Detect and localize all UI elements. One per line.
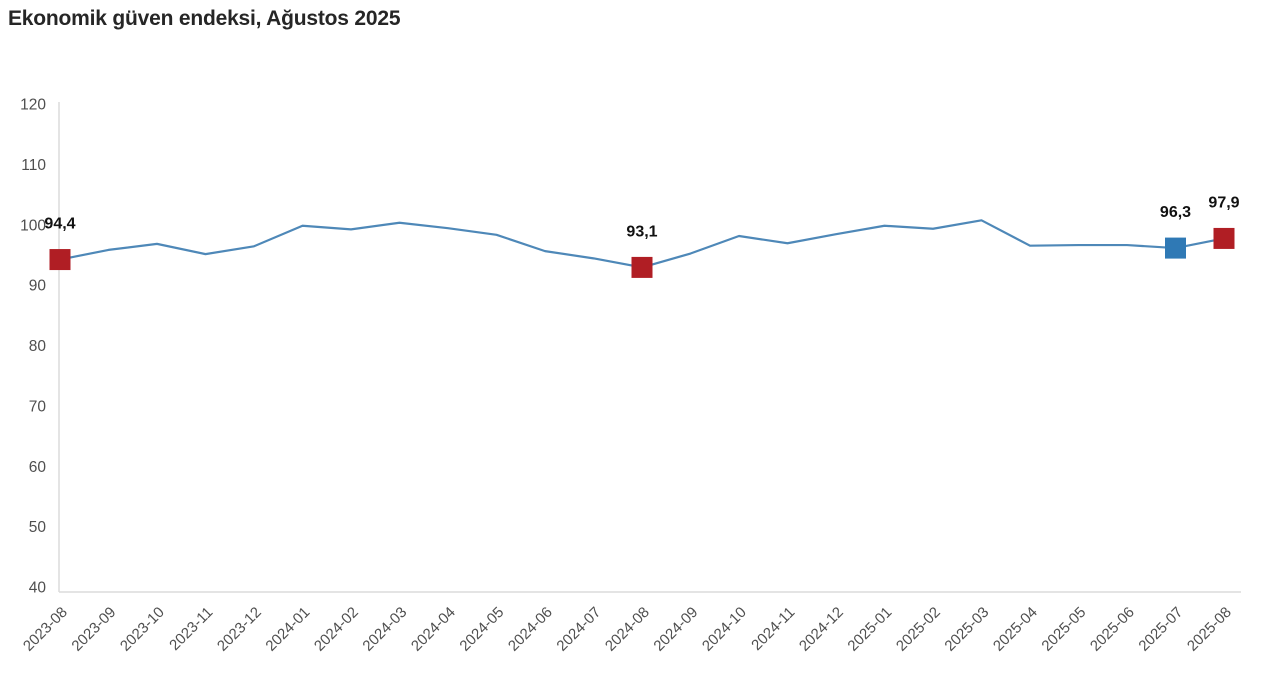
- x-tick-label: 2025-03: [941, 604, 992, 655]
- x-tick-label: 2024-11: [748, 604, 798, 654]
- value-label-2024-08: 93,1: [626, 223, 657, 240]
- x-tick-label: 2025-06: [1087, 604, 1138, 655]
- highlight-marker-2024-08: [631, 256, 653, 278]
- y-tick-label: 110: [21, 157, 46, 174]
- x-tick-label: 2025-04: [990, 604, 1041, 655]
- highlight-marker-2023-08: [49, 249, 71, 271]
- value-label-2023-08: 94,4: [44, 216, 75, 233]
- x-tick-label: 2025-02: [893, 604, 944, 655]
- x-tick-label: 2024-02: [311, 604, 362, 655]
- y-tick-label: 60: [29, 459, 47, 476]
- x-tick-label: 2025-01: [844, 604, 895, 655]
- y-tick-label: 80: [29, 338, 47, 355]
- y-tick-label: 40: [29, 580, 47, 597]
- x-tick-label: 2024-12: [796, 604, 847, 655]
- value-label-2025-08: 97,9: [1208, 194, 1239, 211]
- x-tick-label: 2025-07: [1135, 604, 1186, 655]
- y-tick-label: 90: [29, 278, 47, 295]
- x-tick-label: 2023-11: [166, 604, 216, 654]
- y-tick-label: 120: [20, 97, 46, 114]
- y-tick-label: 70: [29, 398, 47, 415]
- x-tick-label: 2024-08: [602, 604, 653, 655]
- value-label-2025-07: 96,3: [1160, 204, 1191, 221]
- x-tick-label: 2023-10: [117, 604, 168, 655]
- x-tick-label: 2024-05: [456, 604, 507, 655]
- x-tick-label: 2024-07: [553, 604, 604, 655]
- highlight-marker-2025-08: [1213, 227, 1235, 249]
- x-tick-label: 2024-04: [408, 604, 459, 655]
- x-tick-label: 2025-08: [1184, 604, 1235, 655]
- x-tick-label: 2023-08: [20, 604, 71, 655]
- x-tick-label: 2023-09: [68, 604, 119, 655]
- x-tick-label: 2024-01: [262, 604, 313, 655]
- y-tick-label: 100: [20, 217, 46, 234]
- y-tick-label: 50: [29, 519, 47, 536]
- x-tick-label: 2024-06: [505, 604, 556, 655]
- x-tick-label: 2024-10: [699, 604, 750, 655]
- chart-title: Ekonomik güven endeksi, Ağustos 2025: [8, 7, 401, 30]
- highlight-marker-2025-07: [1165, 237, 1186, 259]
- x-tick-label: 2025-05: [1038, 604, 1089, 655]
- x-tick-label: 2024-09: [650, 604, 701, 655]
- x-tick-label: 2024-03: [359, 604, 410, 655]
- x-tick-label: 2023-12: [214, 604, 265, 655]
